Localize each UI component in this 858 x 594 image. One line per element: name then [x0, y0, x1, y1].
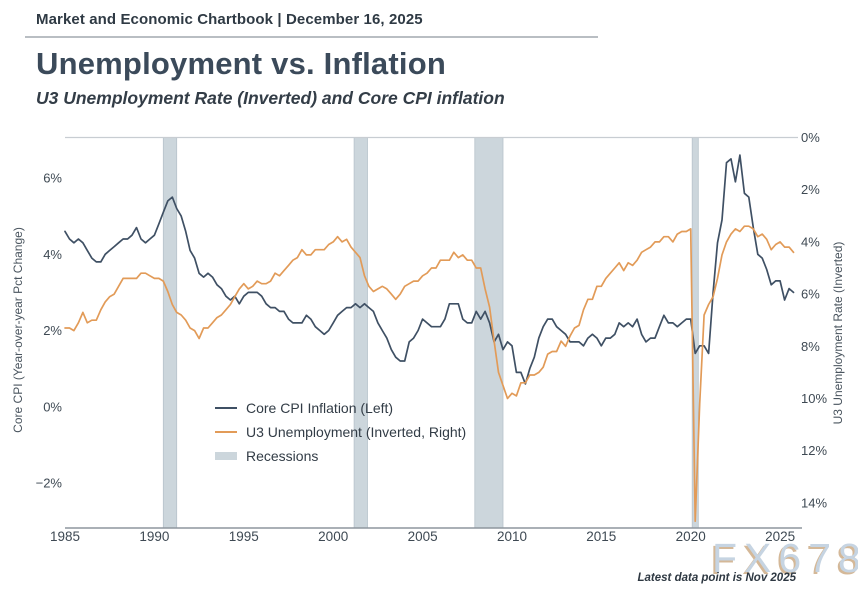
- x-tick-label: 2005: [408, 529, 438, 544]
- right-tick-label: 12%: [801, 443, 827, 458]
- right-tick-label: 0%: [801, 130, 820, 145]
- fx678-watermark: FX678: [712, 535, 858, 581]
- left-tick-label: 4%: [43, 247, 62, 262]
- right-tick-label: 4%: [801, 234, 820, 249]
- legend-item-core-cpi: Core CPI Inflation (Left): [215, 396, 466, 420]
- legend-label: Core CPI Inflation (Left): [246, 400, 394, 416]
- right-tick-label: 2%: [801, 182, 820, 197]
- header-divider: [25, 36, 598, 38]
- u3-unemployment-swatch: [215, 430, 237, 434]
- core-cpi-swatch: [215, 406, 237, 410]
- left-tick-label: 6%: [43, 171, 62, 186]
- x-tick-label: 1995: [229, 529, 259, 544]
- right-tick-label: 14%: [801, 495, 827, 510]
- recession-band: [353, 137, 368, 529]
- x-tick-label: 1985: [50, 529, 80, 544]
- left-tick-label: −2%: [36, 476, 63, 491]
- recession-band: [162, 137, 178, 529]
- left-tick-label: 2%: [43, 323, 62, 338]
- right-tick-label: 8%: [801, 339, 820, 354]
- right-tick-label: 6%: [801, 287, 820, 302]
- x-tick-label: 2025: [765, 529, 795, 544]
- core-cpi-line: [64, 154, 795, 385]
- chart-legend: Core CPI Inflation (Left) U3 Unemploymen…: [215, 396, 466, 468]
- x-tick-label: 2015: [586, 529, 616, 544]
- left-axis-title: Core CPI (Year-over-year Pct Change): [11, 227, 25, 433]
- legend-item-recessions: Recessions: [215, 444, 466, 468]
- report-header: Market and Economic Chartbook | December…: [36, 11, 423, 28]
- legend-label: Recessions: [246, 448, 319, 464]
- latest-data-note: Latest data point is Nov 2025: [637, 572, 797, 584]
- x-tick-label: 1990: [139, 529, 169, 544]
- x-tick-label: 2010: [497, 529, 527, 544]
- legend-item-u3-unemployment: U3 Unemployment (Inverted, Right): [215, 420, 466, 444]
- chart-subtitle: U3 Unemployment Rate (Inverted) and Core…: [36, 88, 505, 108]
- recession-band: [474, 137, 504, 529]
- u3-unemployment-line: [64, 225, 795, 523]
- x-tick-label: 2000: [318, 529, 348, 544]
- left-tick-label: 0%: [43, 399, 62, 414]
- legend-label: U3 Unemployment (Inverted, Right): [246, 424, 467, 440]
- right-tick-label: 10%: [801, 391, 827, 406]
- unemployment-vs-inflation-chart: 6% 4% 2% 0% −2% 0% 2% 4% 6% 8% 10% 12% 14% 1985 1990 19…: [11, 130, 845, 544]
- right-axis-title: U3 Unemployment Rate (Inverted): [831, 242, 845, 425]
- x-tick-label: 2020: [676, 529, 706, 544]
- recessions-swatch: [215, 452, 237, 460]
- chart-canvas: 6% 4% 2% 0% −2% 0% 2% 4% 6% 8% 10% 12% 14% 1985 1990 19…: [0, 120, 858, 594]
- page-title: Unemployment vs. Inflation: [36, 46, 446, 81]
